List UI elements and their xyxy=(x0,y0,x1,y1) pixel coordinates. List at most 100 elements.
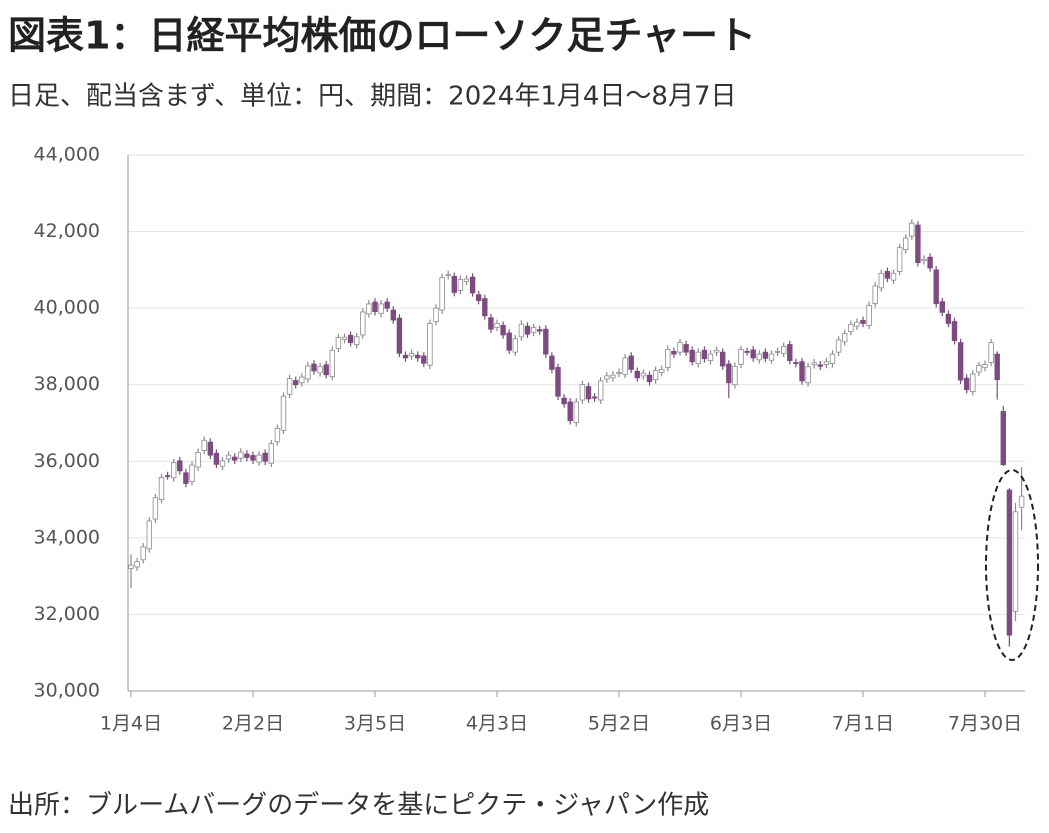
candle-body xyxy=(750,349,756,359)
candle-body xyxy=(848,323,854,332)
candle-body xyxy=(915,224,921,263)
candle-body xyxy=(207,441,213,456)
candle-body xyxy=(506,332,512,351)
candle-body xyxy=(201,439,207,451)
candle-body xyxy=(335,337,342,349)
candle-body xyxy=(927,256,933,269)
candle-body xyxy=(433,307,439,322)
candle-body xyxy=(396,317,403,354)
candle-body xyxy=(238,451,244,459)
candle-body xyxy=(170,462,177,479)
candle-body xyxy=(408,352,415,357)
candle-body xyxy=(909,222,915,237)
y-tick-label: 44,000 xyxy=(34,144,100,166)
candle-body xyxy=(183,472,189,484)
candle-body xyxy=(244,453,250,458)
candle-body xyxy=(805,366,811,384)
candle-body xyxy=(482,298,488,317)
candle-body xyxy=(1012,511,1019,612)
candle-body xyxy=(274,427,281,443)
chart-title: 図表1：日経平均株価のローソク足チャート xyxy=(8,14,756,58)
candle-body xyxy=(494,323,500,328)
candle-body xyxy=(567,401,573,422)
candle-body xyxy=(732,365,738,386)
candle-body xyxy=(128,564,134,569)
candle-body xyxy=(579,384,586,401)
candle-body xyxy=(957,342,964,381)
candle-body xyxy=(854,321,860,327)
x-tick-label: 7月30日 xyxy=(948,713,1022,735)
candle-body xyxy=(366,303,372,315)
x-tick-label: 5月2日 xyxy=(588,713,650,735)
candle-body xyxy=(384,301,390,309)
candle-body xyxy=(768,353,775,361)
candle-body xyxy=(1000,411,1006,466)
candle-body xyxy=(738,349,744,365)
candle-body xyxy=(414,354,421,359)
candle-body xyxy=(421,355,427,364)
candle-body xyxy=(671,351,677,355)
candle-body xyxy=(878,272,884,289)
candle-body xyxy=(884,270,891,279)
candle-body xyxy=(933,269,939,304)
candle-body xyxy=(390,309,396,321)
candle-body xyxy=(353,336,360,345)
candle-body xyxy=(964,377,970,391)
candle-body xyxy=(945,313,952,324)
candle-body xyxy=(1006,489,1013,636)
candle-body xyxy=(762,351,769,359)
candle-body xyxy=(982,364,988,368)
candle-body xyxy=(994,353,1000,381)
candle-body xyxy=(292,380,299,386)
candle-body xyxy=(1018,495,1025,508)
candle-body xyxy=(427,323,433,366)
candle-body xyxy=(518,323,525,338)
candle-body xyxy=(866,305,872,326)
candle-body xyxy=(549,355,555,370)
candle-body xyxy=(677,342,683,353)
candle-body xyxy=(140,546,146,561)
candle-body xyxy=(665,349,671,368)
candle-body xyxy=(262,452,268,462)
candle-body xyxy=(299,376,305,384)
candle-body xyxy=(311,363,317,372)
candle-body xyxy=(451,275,457,293)
candle-body xyxy=(585,386,592,400)
y-tick-label: 38,000 xyxy=(34,373,100,395)
candle-body xyxy=(457,279,464,291)
candle-body xyxy=(231,456,238,461)
candle-body xyxy=(689,349,695,363)
candle-body xyxy=(445,274,451,276)
candle-body xyxy=(250,455,256,461)
candle-body xyxy=(835,339,842,353)
candle-body xyxy=(573,401,579,424)
candle-body xyxy=(793,362,799,365)
candle-body xyxy=(555,367,561,397)
y-tick-label: 42,000 xyxy=(34,220,100,242)
candle-body xyxy=(860,319,866,324)
candle-body xyxy=(537,329,543,332)
candle-body xyxy=(268,443,274,464)
highlight-ellipse xyxy=(985,469,1039,661)
candle-body xyxy=(683,344,689,353)
source-note: 出所：ブルームバーグのデータを基にピクテ・ジャパン作成 xyxy=(8,791,709,821)
candle-body xyxy=(707,353,714,361)
candle-body xyxy=(561,397,567,405)
y-tick-label: 32,000 xyxy=(34,603,100,625)
candle-body xyxy=(317,366,323,374)
candle-body xyxy=(976,365,982,373)
candle-body xyxy=(329,349,335,378)
y-tick-label: 36,000 xyxy=(34,450,100,472)
candle-body xyxy=(701,349,708,360)
candle-body xyxy=(439,277,445,311)
candle-body xyxy=(726,363,732,384)
candle-body xyxy=(988,342,994,363)
x-tick-label: 7月1日 xyxy=(832,713,894,735)
candle-body xyxy=(256,454,262,463)
candle-body xyxy=(823,361,830,365)
x-tick-label: 6月3日 xyxy=(710,713,772,735)
candle-body xyxy=(177,460,183,472)
candle-body xyxy=(347,334,354,343)
candle-body xyxy=(646,374,653,383)
